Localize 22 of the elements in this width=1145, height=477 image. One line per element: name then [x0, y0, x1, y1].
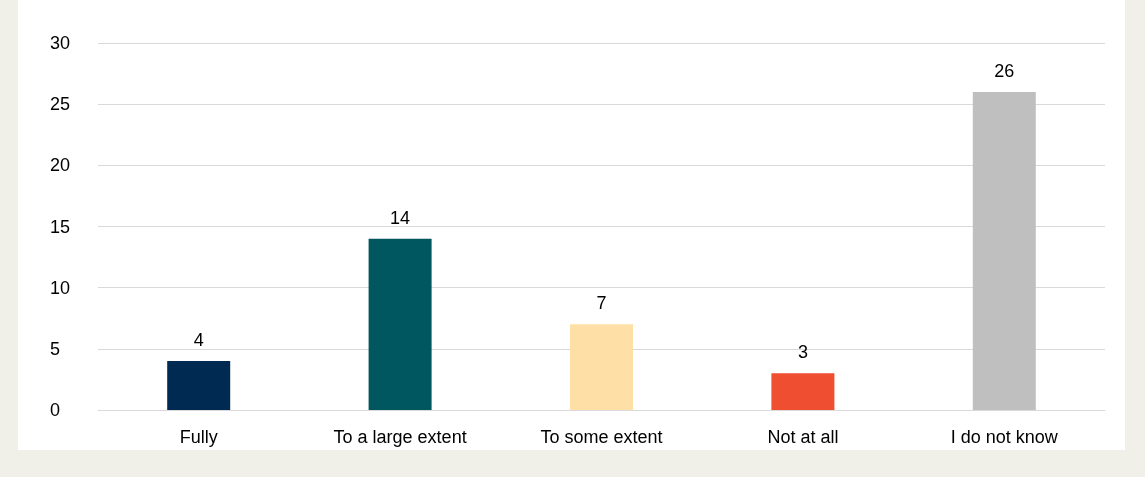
y-tick-label: 5	[50, 338, 61, 359]
data-label: 7	[596, 293, 607, 314]
x-tick-label: I do not know	[950, 427, 1059, 447]
y-tick-label: 10	[50, 277, 71, 298]
bar	[972, 91, 1036, 410]
x-tick-label: To some extent	[540, 427, 663, 447]
y-tick-label: 0	[50, 400, 61, 420]
data-label: 3	[797, 342, 808, 363]
data-label: 14	[390, 207, 411, 228]
y-tick-label: 15	[50, 216, 71, 237]
x-tick-label: To a large extent	[333, 427, 467, 447]
y-tick-label: 20	[50, 155, 71, 176]
bar	[167, 361, 231, 410]
y-tick-label: 25	[50, 94, 71, 115]
bar	[771, 373, 835, 410]
x-tick-label: Not at all	[767, 427, 839, 447]
data-label: 26	[994, 60, 1015, 81]
x-tick-label: Fully	[179, 427, 218, 447]
bar	[570, 324, 633, 410]
bar	[368, 238, 432, 410]
data-label: 4	[193, 330, 204, 351]
y-tick-label: 30	[50, 33, 71, 53]
